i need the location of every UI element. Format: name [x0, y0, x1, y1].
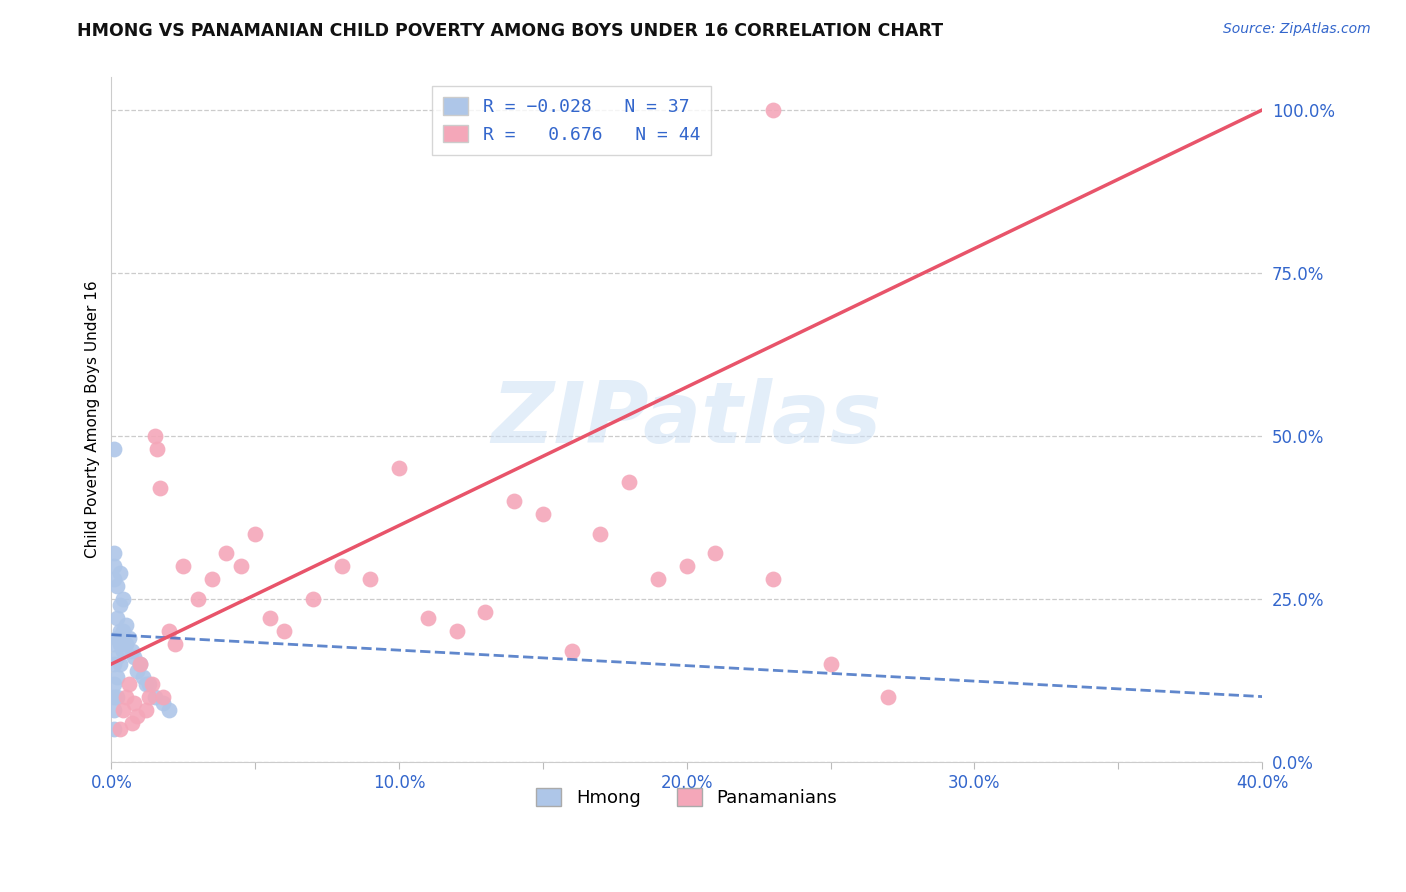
- Point: [108, 624, 131, 639]
- Point: [589, 526, 612, 541]
- Point: [446, 624, 468, 639]
- Point: [127, 709, 149, 723]
- Point: [877, 690, 900, 704]
- Point: [114, 637, 136, 651]
- Point: [259, 611, 281, 625]
- Point: [503, 494, 526, 508]
- Point: [135, 703, 157, 717]
- Point: [152, 690, 174, 704]
- Point: [704, 546, 727, 560]
- Point: [245, 526, 267, 541]
- Point: [619, 475, 641, 489]
- Point: [388, 461, 411, 475]
- Point: [201, 572, 224, 586]
- Point: [114, 618, 136, 632]
- Point: [301, 591, 323, 606]
- Point: [124, 650, 146, 665]
- Point: [108, 599, 131, 613]
- Point: [416, 611, 439, 625]
- Point: [103, 657, 125, 671]
- Point: [103, 559, 125, 574]
- Point: [124, 696, 146, 710]
- Point: [111, 644, 134, 658]
- Point: [149, 481, 172, 495]
- Point: [111, 591, 134, 606]
- Point: [273, 624, 295, 639]
- Point: [111, 703, 134, 717]
- Point: [762, 572, 785, 586]
- Point: [103, 703, 125, 717]
- Point: [103, 676, 125, 690]
- Point: [111, 624, 134, 639]
- Point: [108, 657, 131, 671]
- Point: [152, 696, 174, 710]
- Point: [143, 429, 166, 443]
- Text: HMONG VS PANAMANIAN CHILD POVERTY AMONG BOYS UNDER 16 CORRELATION CHART: HMONG VS PANAMANIAN CHILD POVERTY AMONG …: [77, 22, 943, 40]
- Point: [103, 722, 125, 736]
- Point: [105, 690, 128, 704]
- Point: [229, 559, 252, 574]
- Point: [762, 103, 785, 117]
- Point: [103, 442, 125, 456]
- Point: [105, 611, 128, 625]
- Point: [108, 722, 131, 736]
- Point: [118, 631, 141, 645]
- Point: [127, 664, 149, 678]
- Point: [146, 442, 169, 456]
- Point: [330, 559, 353, 574]
- Point: [108, 566, 131, 580]
- Point: [820, 657, 842, 671]
- Point: [187, 591, 209, 606]
- Point: [141, 676, 163, 690]
- Point: [103, 546, 125, 560]
- Point: [359, 572, 381, 586]
- Point: [108, 637, 131, 651]
- Point: [138, 690, 160, 704]
- Point: [215, 546, 238, 560]
- Point: [105, 631, 128, 645]
- Point: [132, 670, 155, 684]
- Point: [103, 637, 125, 651]
- Point: [561, 644, 583, 658]
- Point: [675, 559, 697, 574]
- Point: [157, 703, 180, 717]
- Point: [138, 676, 160, 690]
- Point: [172, 559, 194, 574]
- Point: [105, 579, 128, 593]
- Point: [105, 650, 128, 665]
- Point: [121, 715, 143, 730]
- Point: [114, 690, 136, 704]
- Point: [474, 605, 496, 619]
- Point: [103, 690, 125, 704]
- Y-axis label: Child Poverty Among Boys Under 16: Child Poverty Among Boys Under 16: [86, 281, 100, 558]
- Point: [103, 572, 125, 586]
- Point: [121, 644, 143, 658]
- Point: [157, 624, 180, 639]
- Point: [129, 657, 152, 671]
- Point: [118, 676, 141, 690]
- Point: [135, 676, 157, 690]
- Point: [105, 670, 128, 684]
- Point: [531, 507, 554, 521]
- Point: [129, 657, 152, 671]
- Point: [163, 637, 186, 651]
- Point: [647, 572, 669, 586]
- Text: ZIPatlas: ZIPatlas: [492, 378, 882, 461]
- Legend: Hmong, Panamanians: Hmong, Panamanians: [529, 781, 845, 814]
- Text: Source: ZipAtlas.com: Source: ZipAtlas.com: [1223, 22, 1371, 37]
- Point: [143, 690, 166, 704]
